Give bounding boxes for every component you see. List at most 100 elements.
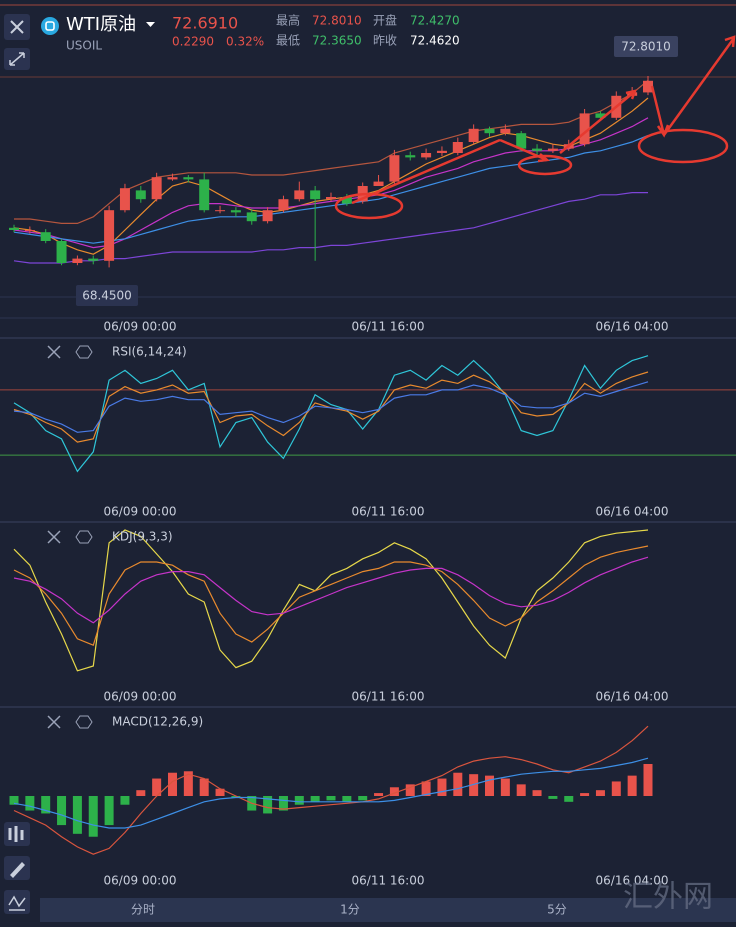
settings-icon[interactable]	[75, 715, 93, 729]
price: 72.6910	[172, 14, 238, 33]
dropdown-arrow[interactable]	[146, 22, 155, 27]
candle-body	[104, 210, 115, 261]
histogram-bar	[374, 793, 384, 796]
histogram-bar	[326, 796, 336, 801]
x-tick-label: 06/16 04:00	[596, 874, 669, 888]
histogram-bar	[199, 778, 209, 796]
x-tick-label: 06/11 16:00	[352, 874, 425, 888]
watermark: 汇外网	[623, 880, 713, 915]
candle-body	[547, 148, 558, 151]
period-bar	[40, 898, 736, 922]
x-tick-label: 06/09 00:00	[104, 874, 177, 888]
indicator-line	[13, 725, 649, 855]
annotation-ellipse	[637, 128, 729, 164]
max-label: 72.8010	[621, 40, 671, 54]
settings-icon[interactable]	[75, 345, 93, 359]
histogram-bar	[25, 796, 35, 811]
plot-area	[0, 75, 736, 855]
close-icon	[10, 20, 24, 34]
close-icon[interactable]	[47, 715, 61, 729]
histogram-bar	[88, 796, 98, 837]
annotation-ellipse	[517, 154, 573, 176]
rsi-header: RSI(6,14,24)	[47, 345, 187, 359]
close-icon[interactable]	[47, 530, 61, 544]
candle-body	[452, 142, 463, 153]
stat-value: 72.4270	[410, 14, 460, 28]
close-icon[interactable]	[47, 345, 61, 359]
min-tag	[76, 285, 138, 306]
x-tick-label: 06/16 04:00	[596, 505, 669, 519]
histogram-bar	[152, 778, 162, 796]
macd-header: MACD(12,26,9)	[47, 715, 203, 729]
indicator-line	[13, 529, 649, 672]
histogram-bar	[41, 796, 51, 814]
stat-label: 最低	[276, 34, 300, 48]
indicator-title: MACD(12,26,9)	[112, 715, 203, 729]
candle-body	[119, 188, 130, 211]
change-percent: 0.32%	[226, 35, 264, 49]
histogram-bar	[421, 781, 431, 796]
histogram-bar	[564, 796, 574, 802]
x-labels: 06/09 00:00 06/11 16:00 06/16 04:00 06/09 0…	[104, 320, 669, 888]
candle-body	[468, 128, 479, 142]
stat-label: 最高	[276, 13, 300, 28]
stat-value: 72.3650	[312, 34, 362, 48]
candle-body	[215, 210, 226, 212]
candle-body	[151, 177, 162, 200]
symbol[interactable]: WTI原油	[66, 14, 136, 35]
period-tab[interactable]: 5分	[547, 903, 567, 917]
indicator-line	[13, 192, 648, 264]
candle-body	[310, 190, 321, 200]
candle-body	[199, 179, 210, 211]
period-tab[interactable]: 1分	[340, 903, 360, 917]
candle-body	[421, 153, 432, 158]
x-tick-label: 06/11 16:00	[352, 320, 425, 334]
histogram-bar	[294, 796, 304, 805]
symbol-icon-mark	[45, 21, 55, 31]
candle-body	[246, 212, 257, 222]
indicator-title: RSI(6,14,24)	[112, 345, 187, 359]
histogram-bar	[136, 790, 146, 796]
candle-body	[516, 133, 527, 149]
histogram-bar	[643, 764, 653, 796]
stat-value: 72.4620	[410, 34, 460, 48]
min-label: 68.4500	[82, 289, 132, 303]
x-tick-label: 06/09 00:00	[104, 505, 177, 519]
histogram-bar	[120, 796, 130, 805]
period-tab[interactable]: 分时	[131, 903, 155, 917]
candle-body	[436, 150, 447, 153]
histogram-bar	[215, 788, 225, 796]
symbol-code: USOIL	[66, 39, 102, 53]
histogram-bar	[263, 796, 273, 814]
candle-body	[56, 241, 67, 263]
histogram-bar	[532, 790, 542, 796]
indicator-title: KDJ(9,3,3)	[112, 530, 173, 544]
histogram-bar	[405, 784, 415, 796]
candle-body	[326, 197, 336, 200]
annotations	[334, 35, 736, 220]
x-tick-label: 06/16 04:00	[596, 320, 669, 334]
x-tick-label: 06/09 00:00	[104, 690, 177, 704]
expand-icon	[9, 52, 25, 66]
candle-body	[643, 80, 653, 93]
annotation-ellipse	[334, 192, 404, 220]
stat-label: 昨收	[373, 34, 397, 48]
candle-body	[294, 190, 305, 200]
candle-body	[500, 128, 511, 134]
settings-icon[interactable]	[75, 530, 93, 544]
candle-body	[341, 197, 352, 204]
histogram-bar	[57, 796, 67, 826]
histogram-bar	[358, 796, 368, 801]
histogram-bar	[500, 778, 510, 796]
histogram-bar	[278, 796, 288, 811]
candle-body	[595, 113, 606, 118]
histogram-bar	[611, 781, 621, 796]
histogram-bar	[437, 778, 447, 796]
x-tick-label: 06/11 16:00	[352, 690, 425, 704]
max-tag	[614, 36, 678, 57]
histogram-bar	[627, 775, 637, 796]
candle-body	[230, 210, 241, 213]
indicator-line	[14, 79, 649, 224]
x-tick-label: 06/09 00:00	[104, 320, 177, 334]
candle-body	[183, 177, 194, 180]
